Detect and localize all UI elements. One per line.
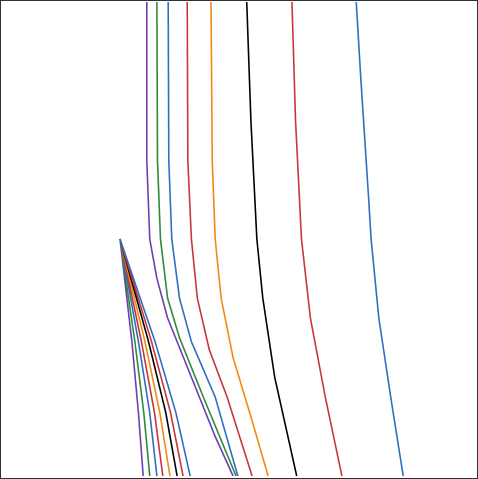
curve [119, 2, 237, 476]
curve [119, 2, 298, 476]
curve [119, 2, 269, 476]
curve [119, 2, 234, 476]
curve [119, 2, 239, 476]
curve [119, 2, 343, 476]
curve [119, 2, 253, 476]
curve [119, 2, 405, 476]
